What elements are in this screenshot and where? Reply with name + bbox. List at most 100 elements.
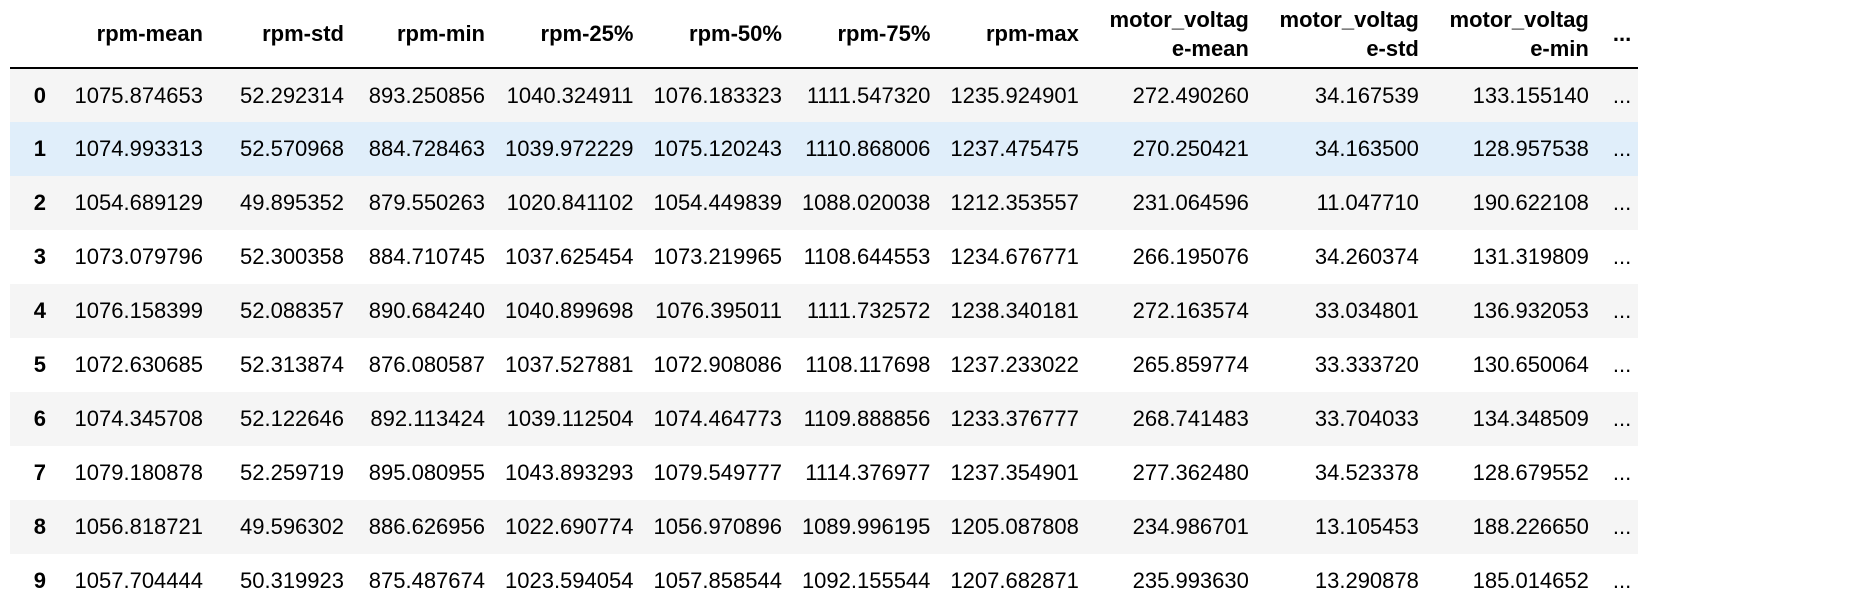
column-header: rpm-25% bbox=[499, 0, 648, 69]
table-cell: 876.080587 bbox=[368, 352, 485, 377]
table-cell: 136.932053 bbox=[1472, 298, 1589, 323]
row-index: 1 bbox=[33, 136, 46, 161]
table-cell: 893.250856 bbox=[368, 82, 485, 108]
table-cell: 1076.158399 bbox=[74, 298, 203, 323]
header-row: rpm-mean rpm-std rpm-min rpm-25% rpm-50%… bbox=[10, 0, 1638, 69]
table-cell: 1037.527881 bbox=[505, 352, 634, 377]
table-cell: 1076.395011 bbox=[655, 298, 782, 323]
table-cell: 1039.112504 bbox=[506, 406, 634, 431]
column-header: motor_voltage-std bbox=[1262, 0, 1433, 69]
column-header: rpm-max bbox=[944, 0, 1093, 69]
table-cell: 1074.345708 bbox=[74, 406, 203, 431]
table-row: 1 1074.993313 52.570968 884.728463 1039.9722… bbox=[10, 122, 1638, 176]
table-cell: 1074.464773 bbox=[653, 406, 782, 431]
table-cell: 266.195076 bbox=[1132, 244, 1249, 269]
table-cell: 52.313874 bbox=[240, 352, 344, 377]
dataframe-table: rpm-mean rpm-std rpm-min rpm-25% rpm-50%… bbox=[10, 0, 1638, 608]
table-cell: 886.626956 bbox=[368, 514, 485, 539]
table-row: 7 1079.180878 52.259719 895.080955 1043.8932… bbox=[10, 446, 1638, 500]
table-cell-ellipsis: ... bbox=[1612, 352, 1632, 377]
table-cell: 234.986701 bbox=[1132, 514, 1249, 539]
table-cell: 890.684240 bbox=[368, 298, 485, 323]
table-cell: 1092.155544 bbox=[801, 568, 931, 593]
table-cell: 1114.376977 bbox=[805, 460, 931, 485]
row-index: 5 bbox=[33, 352, 46, 377]
table-cell: 1238.340181 bbox=[950, 298, 1079, 323]
table-cell: 134.348509 bbox=[1472, 406, 1589, 431]
table-cell: 895.080955 bbox=[368, 460, 485, 485]
column-header: rpm-mean bbox=[56, 0, 217, 69]
row-index: 0 bbox=[33, 82, 46, 108]
table-cell: 1020.841102 bbox=[506, 190, 634, 215]
row-index: 3 bbox=[33, 244, 46, 269]
table-cell-ellipsis: ... bbox=[1612, 514, 1632, 539]
table-cell: 231.064596 bbox=[1132, 190, 1249, 215]
table-cell: 1089.996195 bbox=[801, 514, 931, 539]
table-cell: 884.728463 bbox=[368, 136, 485, 161]
table-cell: 879.550263 bbox=[368, 190, 485, 215]
table-cell-ellipsis: ... bbox=[1612, 244, 1632, 269]
table-cell: 13.105453 bbox=[1314, 514, 1419, 539]
table-body: 0 1075.874653 52.292314 893.250856 1040.3249… bbox=[10, 68, 1638, 608]
table-cell: 1207.682871 bbox=[950, 568, 1079, 593]
table-cell: 1054.689129 bbox=[74, 190, 203, 215]
table-cell: 11.047710 bbox=[1316, 190, 1419, 215]
table-cell: 1023.594054 bbox=[505, 568, 634, 593]
table-cell: 185.014652 bbox=[1472, 568, 1589, 593]
table-cell: 33.034801 bbox=[1314, 298, 1419, 323]
table-cell: 1072.630685 bbox=[74, 352, 203, 377]
table-cell: 1079.180878 bbox=[74, 460, 203, 485]
table-cell: 1022.690774 bbox=[505, 514, 634, 539]
column-header: rpm-50% bbox=[647, 0, 796, 69]
dataframe-output: rpm-mean rpm-std rpm-min rpm-25% rpm-50%… bbox=[10, 0, 1854, 616]
table-cell: 265.859774 bbox=[1132, 352, 1249, 377]
table-cell: 1110.868006 bbox=[805, 136, 931, 161]
row-index: 6 bbox=[33, 406, 46, 431]
column-header: rpm-75% bbox=[795, 0, 945, 69]
table-cell: 1212.353557 bbox=[950, 190, 1079, 215]
table-cell: 52.122646 bbox=[240, 406, 344, 431]
table-cell: 1057.858544 bbox=[653, 568, 782, 593]
table-cell-ellipsis: ... bbox=[1612, 190, 1632, 215]
table-cell: 1075.874653 bbox=[74, 82, 203, 108]
table-cell: 49.895352 bbox=[240, 190, 344, 215]
table-cell: 133.155140 bbox=[1472, 82, 1589, 108]
table-cell-ellipsis: ... bbox=[1612, 568, 1632, 593]
table-cell: 188.226650 bbox=[1472, 514, 1589, 539]
table-cell-ellipsis: ... bbox=[1612, 406, 1632, 431]
table-cell-ellipsis: ... bbox=[1612, 298, 1632, 323]
table-cell: 34.163500 bbox=[1314, 136, 1419, 161]
column-header: motor_voltage-mean bbox=[1092, 0, 1263, 69]
table-row: 3 1073.079796 52.300358 884.710745 1037.6254… bbox=[10, 230, 1638, 284]
table-cell: 1073.219965 bbox=[653, 244, 782, 269]
table-cell: 50.319923 bbox=[240, 568, 344, 593]
table-row: 8 1056.818721 49.596302 886.626956 1022.6907… bbox=[10, 500, 1638, 554]
table-cell: 1057.704444 bbox=[74, 568, 203, 593]
table-cell: 1056.818721 bbox=[74, 514, 203, 539]
table-cell: 1109.888856 bbox=[803, 406, 931, 431]
table-cell: 270.250421 bbox=[1132, 136, 1249, 161]
table-cell: 1205.087808 bbox=[950, 514, 1079, 539]
table-cell: 190.622108 bbox=[1472, 190, 1589, 215]
table-cell: 13.290878 bbox=[1314, 568, 1419, 593]
table-cell: 1237.475475 bbox=[950, 136, 1079, 161]
table-cell: 34.167539 bbox=[1314, 82, 1419, 108]
table-cell: 1235.924901 bbox=[950, 82, 1079, 108]
table-cell: 1233.376777 bbox=[950, 406, 1079, 431]
column-header: rpm-min bbox=[358, 0, 499, 69]
table-cell: 1108.117698 bbox=[805, 352, 931, 377]
table-cell: 49.596302 bbox=[240, 514, 344, 539]
column-header-ellipsis: ... bbox=[1602, 0, 1638, 69]
table-cell: 52.088357 bbox=[240, 298, 344, 323]
row-index: 8 bbox=[33, 514, 46, 539]
table-cell: 1073.079796 bbox=[74, 244, 203, 269]
table-cell: 272.490260 bbox=[1132, 82, 1249, 108]
table-cell: 1039.972229 bbox=[505, 136, 634, 161]
row-index: 2 bbox=[33, 190, 46, 215]
table-cell: 1074.993313 bbox=[74, 136, 203, 161]
table-cell: 1237.354901 bbox=[950, 460, 1079, 485]
column-header: motor_voltage-min bbox=[1432, 0, 1603, 69]
row-index: 4 bbox=[33, 298, 46, 323]
table-cell: 33.333720 bbox=[1314, 352, 1419, 377]
table-cell: 235.993630 bbox=[1132, 568, 1249, 593]
